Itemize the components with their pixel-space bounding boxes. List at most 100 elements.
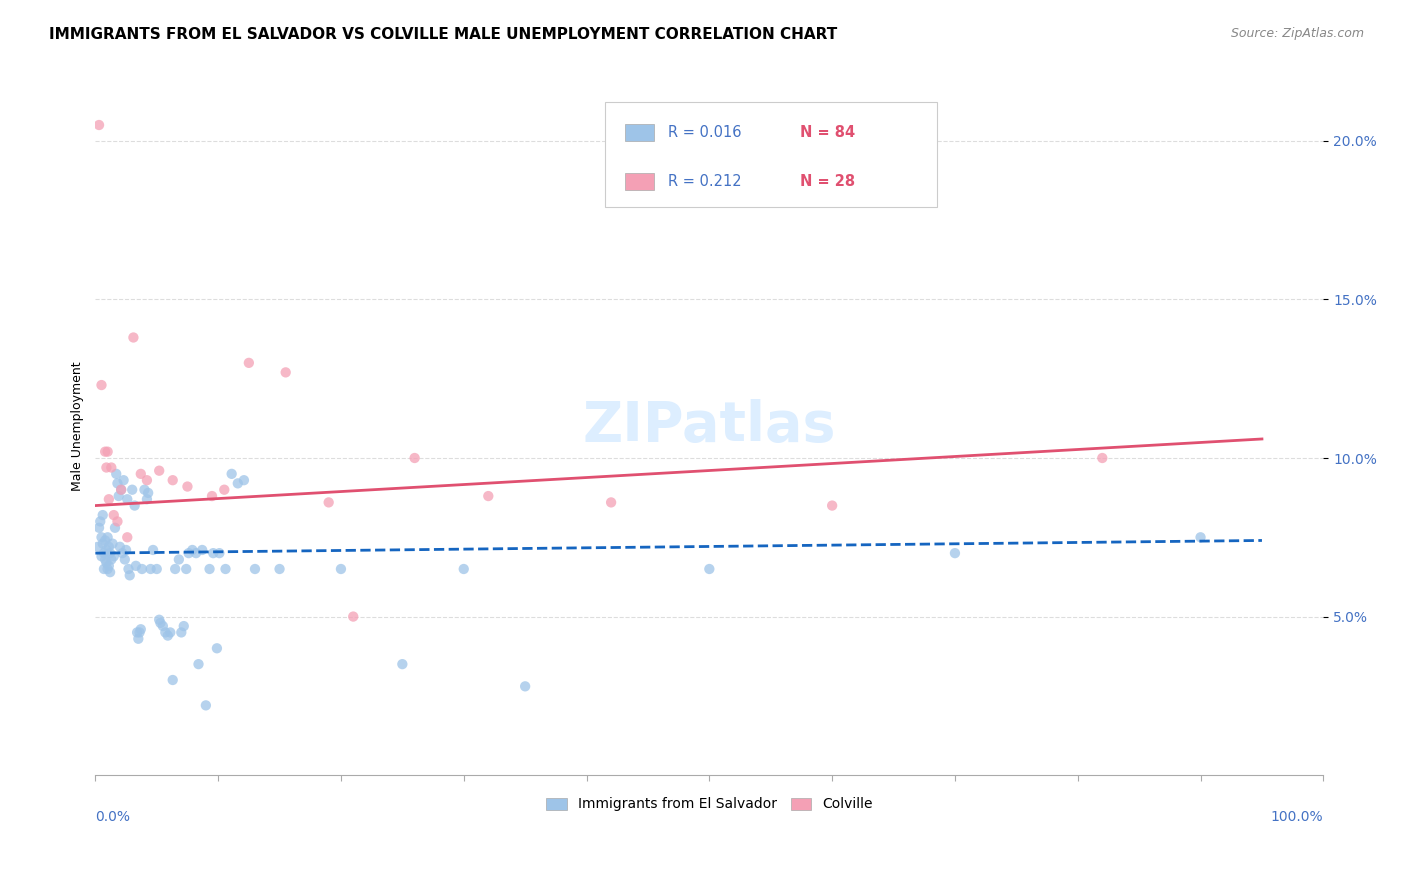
Point xyxy=(318,495,340,509)
Point xyxy=(149,615,172,630)
Point xyxy=(104,521,127,535)
Point xyxy=(170,625,193,640)
Point xyxy=(118,568,141,582)
Point xyxy=(391,657,413,672)
Point xyxy=(103,549,125,564)
Point xyxy=(97,540,120,554)
Point xyxy=(98,546,121,560)
Point xyxy=(134,483,156,497)
Point xyxy=(221,467,243,481)
Point xyxy=(97,492,120,507)
Point xyxy=(96,543,118,558)
Point xyxy=(125,558,148,573)
Point xyxy=(121,483,143,497)
Point xyxy=(177,546,200,560)
Point xyxy=(103,508,125,522)
Point xyxy=(194,698,217,713)
FancyBboxPatch shape xyxy=(605,102,936,207)
Point xyxy=(96,556,118,570)
Point xyxy=(136,486,159,500)
Point xyxy=(173,619,195,633)
Point xyxy=(191,543,214,558)
Point xyxy=(214,483,236,497)
Point xyxy=(167,552,190,566)
FancyBboxPatch shape xyxy=(624,124,654,141)
Text: Source: ZipAtlas.com: Source: ZipAtlas.com xyxy=(1230,27,1364,40)
Point xyxy=(232,473,254,487)
Point xyxy=(174,562,197,576)
Point xyxy=(128,625,150,640)
Point xyxy=(93,546,115,560)
Text: N = 84: N = 84 xyxy=(800,125,855,140)
Point xyxy=(181,543,204,558)
Point xyxy=(145,562,167,576)
Point xyxy=(142,543,165,558)
Point xyxy=(155,625,177,640)
Point xyxy=(208,546,231,560)
Point xyxy=(152,619,174,633)
Point xyxy=(139,562,162,576)
Point xyxy=(97,444,120,458)
Point xyxy=(821,499,844,513)
Point xyxy=(176,479,198,493)
Point xyxy=(184,546,207,560)
Point xyxy=(943,546,966,560)
Point xyxy=(699,562,721,576)
Point xyxy=(107,515,129,529)
Point xyxy=(1189,530,1212,544)
Point xyxy=(1091,450,1114,465)
Point xyxy=(91,508,114,522)
Point xyxy=(117,530,139,544)
Point xyxy=(111,546,134,560)
Point xyxy=(94,552,117,566)
Point xyxy=(107,476,129,491)
Point xyxy=(205,641,228,656)
Point xyxy=(127,625,149,640)
Point xyxy=(600,495,623,509)
Point xyxy=(112,473,135,487)
Point xyxy=(108,540,131,554)
Point xyxy=(135,492,157,507)
Point xyxy=(342,609,364,624)
Point xyxy=(162,473,184,487)
Point xyxy=(135,473,157,487)
Point xyxy=(117,492,139,507)
Point xyxy=(87,118,110,132)
Point xyxy=(105,467,128,481)
Legend: Immigrants from El Salvador, Colville: Immigrants from El Salvador, Colville xyxy=(540,792,879,817)
Y-axis label: Male Unemployment: Male Unemployment xyxy=(72,361,84,491)
Point xyxy=(148,613,170,627)
Point xyxy=(226,476,249,491)
Point xyxy=(97,558,120,573)
Point xyxy=(110,483,132,497)
Text: R = 0.016: R = 0.016 xyxy=(668,125,741,140)
Text: 100.0%: 100.0% xyxy=(1271,810,1323,824)
Point xyxy=(159,625,181,640)
Point xyxy=(127,632,149,646)
Point xyxy=(238,356,260,370)
Point xyxy=(114,552,136,566)
Point xyxy=(87,521,110,535)
Point xyxy=(198,562,221,576)
Point xyxy=(110,483,132,497)
Point xyxy=(124,499,146,513)
Point xyxy=(148,464,170,478)
Point xyxy=(91,536,114,550)
Point xyxy=(117,562,139,576)
Point xyxy=(90,378,112,392)
Point xyxy=(515,679,537,693)
Point xyxy=(90,530,112,544)
Point xyxy=(131,562,153,576)
Point xyxy=(404,450,426,465)
Point xyxy=(96,460,118,475)
Text: IMMIGRANTS FROM EL SALVADOR VS COLVILLE MALE UNEMPLOYMENT CORRELATION CHART: IMMIGRANTS FROM EL SALVADOR VS COLVILLE … xyxy=(49,27,838,42)
Point xyxy=(100,460,122,475)
Point xyxy=(187,657,209,672)
Text: 0.0%: 0.0% xyxy=(96,810,131,824)
Point xyxy=(97,530,120,544)
Text: N = 28: N = 28 xyxy=(800,174,855,189)
Text: ZIPatlas: ZIPatlas xyxy=(582,400,837,453)
Point xyxy=(162,673,184,687)
Point xyxy=(329,562,352,576)
Point xyxy=(94,533,117,548)
